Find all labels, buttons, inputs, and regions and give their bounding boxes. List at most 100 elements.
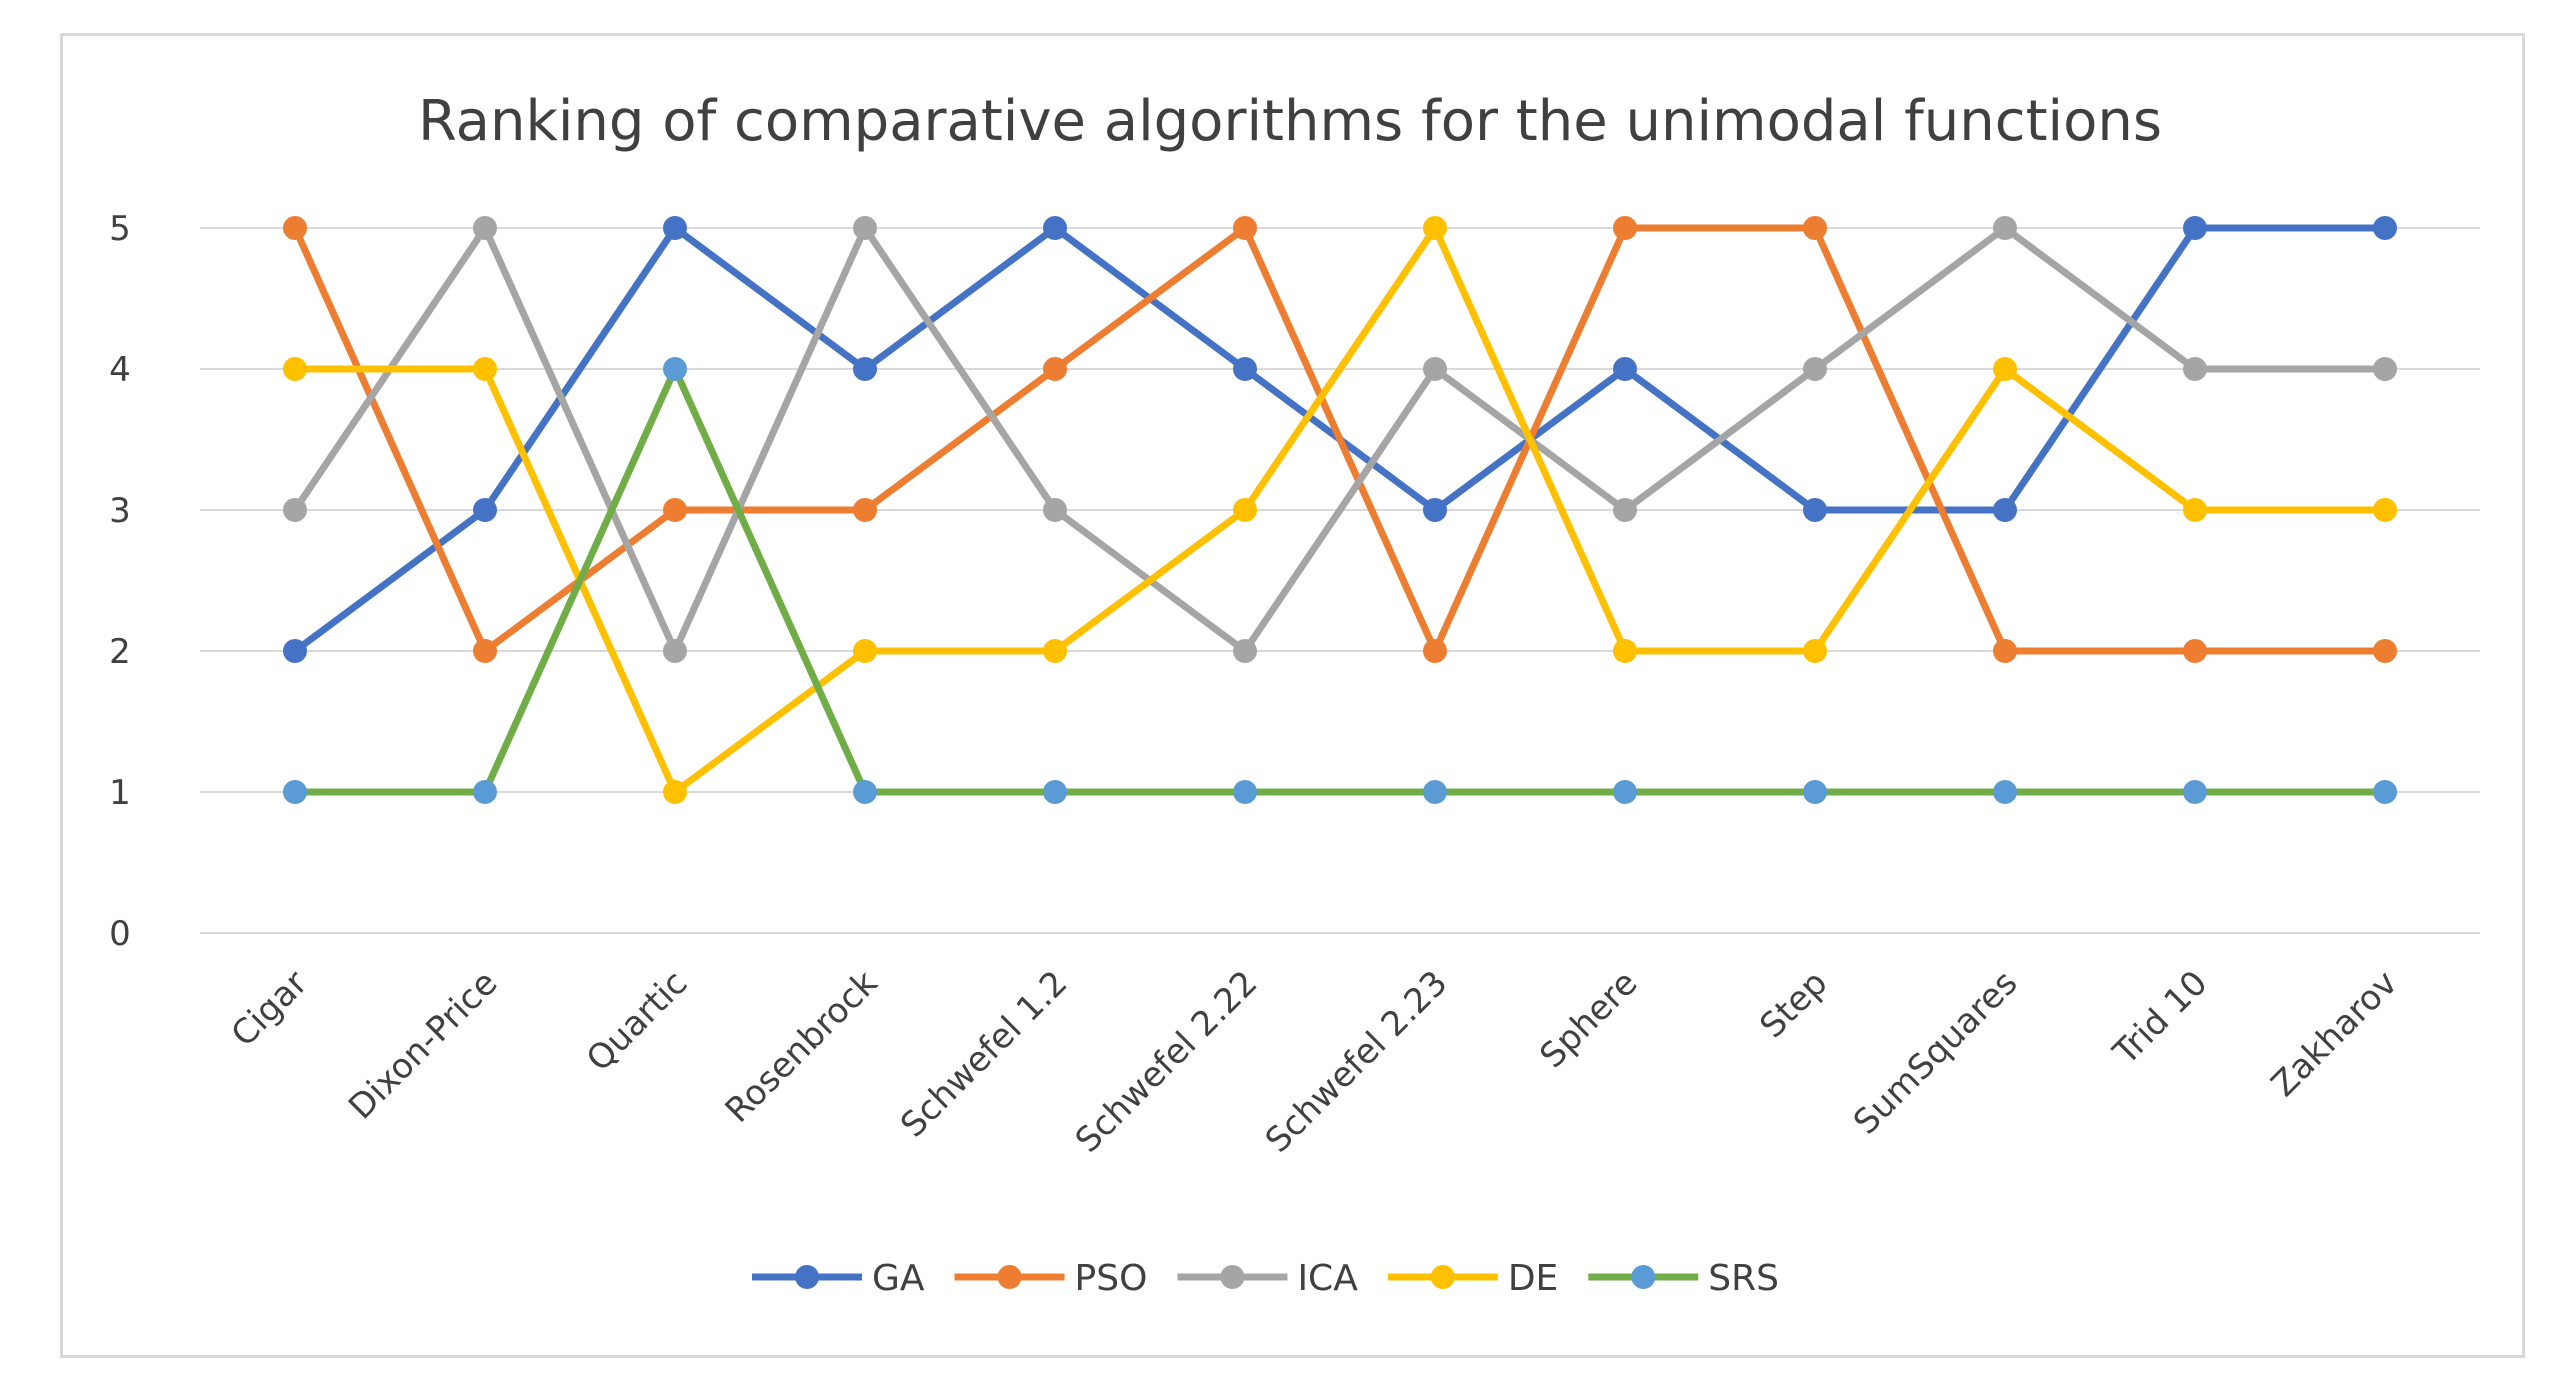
data-point-srs-7[interactable] bbox=[1613, 780, 1637, 804]
chart-title: Ranking of comparative algorithms for th… bbox=[418, 89, 2162, 154]
data-point-de-8[interactable] bbox=[1803, 639, 1827, 663]
data-point-ica-7[interactable] bbox=[1613, 498, 1637, 522]
y-tick-label: 5 bbox=[109, 209, 131, 249]
data-point-ica-11[interactable] bbox=[2373, 357, 2397, 381]
data-point-srs-6[interactable] bbox=[1423, 780, 1447, 804]
legend-label: ICA bbox=[1297, 1258, 1358, 1299]
data-point-pso-2[interactable] bbox=[663, 498, 687, 522]
series-line-pso bbox=[291, 224, 2389, 655]
legend-label: GA bbox=[872, 1258, 925, 1299]
data-point-ga-7[interactable] bbox=[1613, 357, 1637, 381]
data-point-de-11[interactable] bbox=[2373, 498, 2397, 522]
x-tick-label: Schwefel 2.23 bbox=[1258, 963, 1456, 1161]
data-point-ga-2[interactable] bbox=[663, 216, 687, 240]
legend-swatch-marker bbox=[795, 1265, 819, 1289]
data-point-ga-0[interactable] bbox=[283, 639, 307, 663]
legend-swatch-marker bbox=[1220, 1265, 1245, 1289]
data-point-ga-1[interactable] bbox=[473, 498, 497, 522]
data-point-de-3[interactable] bbox=[853, 639, 877, 663]
data-point-de-1[interactable] bbox=[473, 357, 497, 381]
data-point-ica-0[interactable] bbox=[283, 498, 307, 522]
data-point-ica-6[interactable] bbox=[1423, 357, 1447, 381]
x-tick-label: Schwefel 2.22 bbox=[1068, 963, 1266, 1161]
data-point-de-10[interactable] bbox=[2183, 498, 2207, 522]
data-point-de-4[interactable] bbox=[1043, 639, 1067, 663]
legend-item-ica[interactable]: ICA bbox=[1177, 1258, 1358, 1299]
series-de bbox=[283, 216, 2397, 804]
data-point-de-7[interactable] bbox=[1613, 639, 1637, 663]
data-point-ica-4[interactable] bbox=[1043, 498, 1067, 522]
data-point-ica-5[interactable] bbox=[1233, 639, 1257, 663]
data-point-pso-7[interactable] bbox=[1613, 216, 1637, 240]
x-tick-label: Schwefel 1.2 bbox=[893, 963, 1075, 1145]
x-tick-label: Zakharov bbox=[2264, 963, 2406, 1105]
data-point-srs-1[interactable] bbox=[473, 780, 497, 804]
series-ica bbox=[283, 216, 2397, 663]
data-point-srs-3[interactable] bbox=[853, 780, 877, 804]
x-tick-label: Trid 10 bbox=[2105, 963, 2215, 1073]
x-tick-label: Dixon-Price bbox=[341, 963, 505, 1127]
legend-item-pso[interactable]: PSO bbox=[954, 1258, 1148, 1299]
data-point-ica-2[interactable] bbox=[663, 639, 687, 663]
series-srs bbox=[283, 357, 2397, 804]
data-point-pso-6[interactable] bbox=[1423, 639, 1447, 663]
legend-item-srs[interactable]: SRS bbox=[1588, 1258, 1779, 1299]
data-point-de-2[interactable] bbox=[663, 780, 687, 804]
data-point-ga-8[interactable] bbox=[1803, 498, 1827, 522]
data-point-ica-10[interactable] bbox=[2183, 357, 2207, 381]
data-point-ga-11[interactable] bbox=[2373, 216, 2397, 240]
data-point-srs-11[interactable] bbox=[2373, 780, 2397, 804]
data-point-ica-9[interactable] bbox=[1993, 216, 2017, 240]
legend[interactable]: GA PSO ICA DE SRS bbox=[752, 1258, 1779, 1299]
data-point-srs-2[interactable] bbox=[663, 357, 687, 381]
data-point-ga-9[interactable] bbox=[1993, 498, 2017, 522]
data-point-pso-5[interactable] bbox=[1233, 216, 1257, 240]
y-tick-label: 1 bbox=[109, 773, 131, 813]
data-point-ga-6[interactable] bbox=[1423, 498, 1447, 522]
x-tick-label: Rosenbrock bbox=[718, 963, 886, 1131]
data-point-ga-5[interactable] bbox=[1233, 357, 1257, 381]
data-point-de-5[interactable] bbox=[1233, 498, 1257, 522]
data-point-pso-1[interactable] bbox=[473, 639, 497, 663]
data-point-pso-3[interactable] bbox=[853, 498, 877, 522]
legend-label: SRS bbox=[1708, 1258, 1779, 1299]
legend-label: PSO bbox=[1075, 1258, 1148, 1299]
data-point-srs-0[interactable] bbox=[283, 780, 307, 804]
y-tick-label: 3 bbox=[109, 491, 131, 531]
x-tick-label: SumSquares bbox=[1846, 963, 2025, 1142]
series-line-srs bbox=[291, 365, 2389, 796]
data-point-de-9[interactable] bbox=[1993, 357, 2017, 381]
y-tick-label: 4 bbox=[109, 350, 131, 390]
data-point-ica-1[interactable] bbox=[473, 216, 497, 240]
data-point-ica-3[interactable] bbox=[853, 216, 877, 240]
series-line-ica bbox=[291, 224, 2389, 655]
x-tick-label: Step bbox=[1752, 963, 1835, 1046]
data-point-ga-4[interactable] bbox=[1043, 216, 1067, 240]
data-point-pso-11[interactable] bbox=[2373, 639, 2397, 663]
data-point-srs-10[interactable] bbox=[2183, 780, 2207, 804]
x-tick-label: Cigar bbox=[224, 963, 316, 1055]
data-point-de-6[interactable] bbox=[1423, 216, 1447, 240]
data-point-ga-3[interactable] bbox=[853, 357, 877, 381]
data-point-pso-9[interactable] bbox=[1993, 639, 2017, 663]
data-point-srs-4[interactable] bbox=[1043, 780, 1067, 804]
data-point-ica-8[interactable] bbox=[1803, 357, 1827, 381]
legend-item-ga[interactable]: GA bbox=[752, 1258, 925, 1299]
x-tick-label: Quartic bbox=[579, 963, 695, 1079]
data-point-de-0[interactable] bbox=[283, 357, 307, 381]
x-tick-label: Sphere bbox=[1532, 963, 1645, 1076]
data-point-srs-9[interactable] bbox=[1993, 780, 2017, 804]
data-point-pso-8[interactable] bbox=[1803, 216, 1827, 240]
data-point-ga-10[interactable] bbox=[2183, 216, 2207, 240]
data-point-srs-5[interactable] bbox=[1233, 780, 1257, 804]
x-axis-ticks: Cigar Dixon-Price Quartic Rosenbrock Schwefe… bbox=[224, 963, 2406, 1161]
legend-label: DE bbox=[1508, 1258, 1558, 1299]
data-point-srs-8[interactable] bbox=[1803, 780, 1827, 804]
data-point-pso-10[interactable] bbox=[2183, 639, 2207, 663]
data-point-pso-0[interactable] bbox=[283, 216, 307, 240]
data-point-pso-4[interactable] bbox=[1043, 357, 1067, 381]
legend-item-de[interactable]: DE bbox=[1387, 1258, 1558, 1299]
gridlines bbox=[200, 227, 2480, 934]
y-axis-ticks: 0 1 2 3 4 5 bbox=[109, 209, 131, 954]
